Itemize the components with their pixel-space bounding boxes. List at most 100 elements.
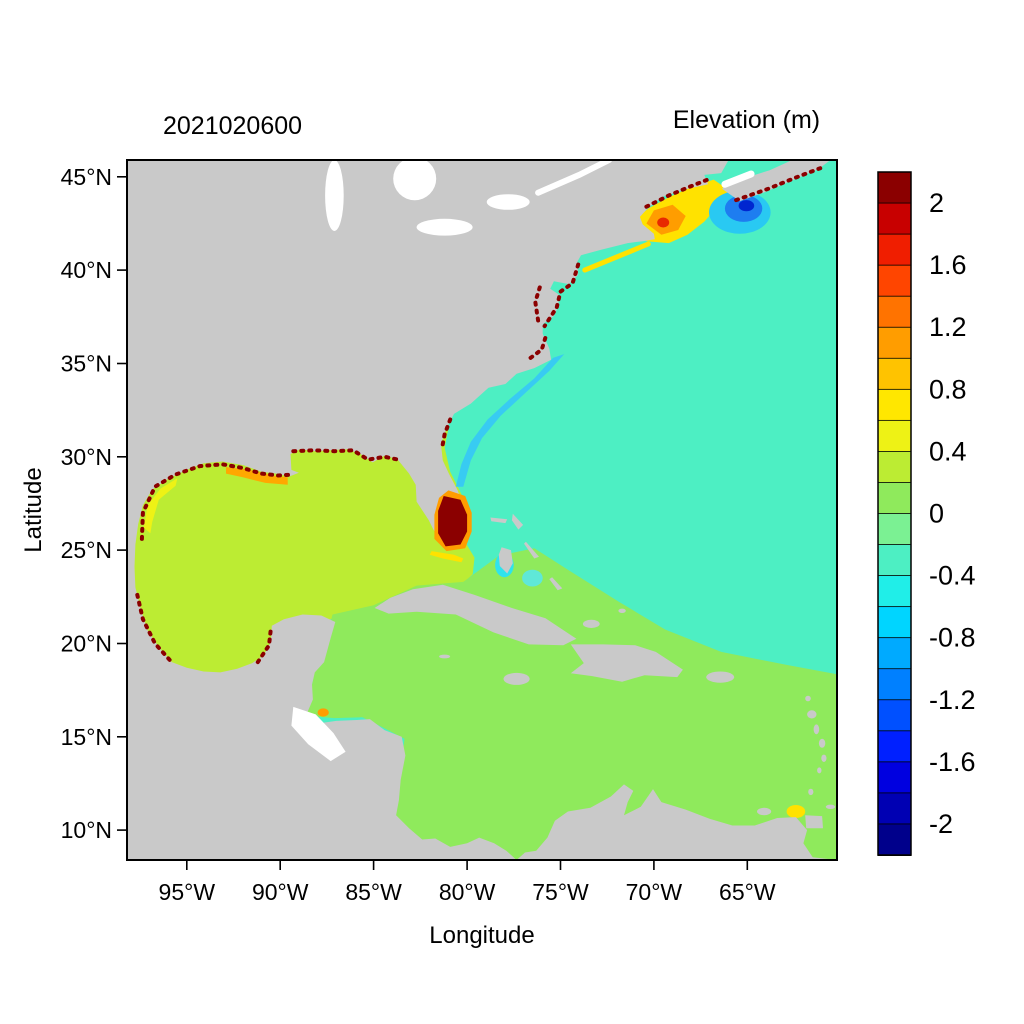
y-tick-label: 10°N	[61, 817, 112, 843]
feature-honduras-warm-spot	[317, 708, 329, 717]
colorbar-tick-label: -2	[929, 809, 953, 839]
pacific-gap	[291, 706, 346, 762]
island-cuba	[374, 584, 577, 646]
coastal-max-chesapeake-bay	[533, 284, 542, 323]
x-axis-label: Longitude	[429, 922, 535, 949]
x-tick-label: 95°W	[159, 879, 216, 905]
coastal-max-pamlico-sound	[528, 335, 548, 360]
colorbar-segment	[877, 730, 912, 763]
timestamp-title: 2021020600	[163, 112, 303, 140]
coastal-max-nova-scotia-coast	[734, 165, 825, 203]
x-tick-label: 90°W	[252, 879, 309, 905]
coastal-max-maine-coast	[644, 176, 712, 209]
island-jamaica	[503, 672, 530, 685]
colorbar-tick-label: -1.6	[929, 747, 976, 777]
island-trinidad	[805, 815, 823, 829]
colorbar-segment	[877, 544, 912, 577]
colorbar-segment	[877, 419, 912, 453]
island-abaco	[511, 513, 524, 530]
colorbar-segment	[877, 482, 912, 515]
colorbar-segment	[877, 233, 912, 267]
colorbar-segment	[877, 792, 912, 825]
island-st-lucia	[821, 754, 827, 762]
colorbar-tick-label: 1.6	[929, 250, 967, 280]
land-nova-scotia	[722, 160, 831, 202]
island-grenada	[808, 788, 814, 796]
colorbar-segment	[877, 202, 912, 236]
feature-texas-coast-warm	[143, 478, 178, 534]
lake-ontario	[486, 194, 530, 210]
colorbar-segment	[877, 171, 912, 205]
colorbar-segment	[877, 295, 912, 329]
island-isla-margarita	[757, 807, 772, 816]
island-grand-cayman	[439, 654, 451, 659]
colorbar-segment	[877, 699, 912, 732]
map-layers	[127, 160, 837, 860]
x-tick-label: 75°W	[532, 879, 589, 905]
feature-carolina-coastal-cool-band	[455, 354, 565, 487]
y-tick-label: 35°N	[61, 351, 112, 377]
caribbean-water	[297, 548, 837, 860]
colorbar-segment	[877, 388, 912, 422]
land-south-america	[516, 784, 837, 860]
feature-bahamas-cool-2	[522, 569, 543, 587]
island-long-island-bahamas	[549, 577, 563, 591]
colorbar-segment	[877, 575, 912, 608]
gulf-of-mexico-water	[127, 428, 475, 691]
colorbar-tick-label: 0.8	[929, 374, 967, 404]
land-north-america	[127, 160, 729, 860]
island-grand-bahama	[490, 517, 508, 524]
y-tick-label: 25°N	[61, 537, 112, 563]
colorbar-segment	[877, 513, 912, 546]
colorbar-tick-label: -0.4	[929, 561, 976, 591]
lake-st-lawrence	[535, 160, 613, 196]
x-tick-label: 85°W	[345, 879, 402, 905]
feature-louisiana-shelf-warm	[226, 467, 288, 485]
feature-venezuela-warm-spot	[786, 805, 806, 818]
colorbar-border	[877, 171, 912, 856]
x-tick-label: 80°W	[439, 879, 496, 905]
y-tick-label: 40°N	[61, 257, 112, 283]
colorbar-segment	[877, 606, 912, 639]
island-great-inagua	[582, 619, 600, 629]
island-tobago	[825, 804, 836, 809]
x-tick-label: 70°W	[626, 879, 683, 905]
coastal-max-georgia-coast	[439, 417, 453, 452]
plot-border	[126, 159, 838, 861]
island-martinique	[818, 738, 826, 748]
feature-scotian-low-core	[738, 200, 755, 212]
colorbar-segment	[877, 668, 912, 701]
colorbar-segment	[877, 264, 912, 298]
x-tick-label: 65°W	[719, 879, 776, 905]
y-tick-label: 20°N	[61, 631, 112, 657]
y-tick-label: 45°N	[61, 164, 112, 190]
island-dominica	[813, 724, 820, 735]
coastal-max-texas-gulf-coast	[139, 462, 296, 541]
colorbar-tick-label: 1.2	[929, 312, 967, 342]
lake-bay-of-fundy	[721, 170, 755, 188]
feature-florida-keys-warm	[429, 551, 464, 563]
island-hispaniola	[570, 644, 683, 682]
colorbar-segment	[877, 637, 912, 670]
colorbar-tick-label: 0.4	[929, 436, 967, 466]
colorbar-segment	[877, 326, 912, 360]
island-eleuthera	[524, 541, 539, 559]
colorbar-segment	[877, 823, 912, 857]
lake-michigan	[325, 160, 344, 231]
lake-erie	[416, 218, 473, 236]
lake-huron	[393, 160, 437, 201]
colorbar-tick-label: 2	[929, 188, 944, 218]
colorbar-segment	[877, 357, 912, 391]
colorbar-tick-label: -1.2	[929, 685, 976, 715]
coastal-max-mexico-coast	[135, 592, 172, 663]
island-guadeloupe	[807, 710, 817, 719]
feature-shelf-front-warm-filament	[582, 241, 651, 273]
island-puerto-rico	[706, 671, 735, 683]
feature-florida-surge-core	[438, 496, 468, 547]
coastal-max-campeche-coast	[255, 626, 273, 665]
colorbar-title: Elevation (m)	[672, 106, 821, 134]
coastal-max-nj-delmarva-coast	[542, 262, 581, 329]
colorbar-tick-label: -0.8	[929, 623, 976, 653]
